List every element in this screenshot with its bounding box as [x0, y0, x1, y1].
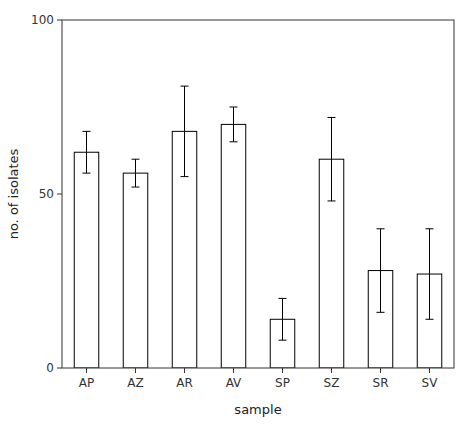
error-bar	[132, 159, 140, 187]
error-cap	[377, 228, 385, 229]
error-cap	[132, 159, 140, 160]
error-line	[135, 159, 136, 187]
error-cap	[328, 200, 336, 201]
y-axis-label: no. of isolates	[6, 148, 21, 239]
x-tick	[184, 368, 185, 373]
error-line	[184, 86, 185, 176]
chart-container: 0 50 100 AP AZ AR AV SP SZ SR SV sample no. of isola…	[0, 0, 474, 426]
y-tick-label: 50	[39, 187, 54, 201]
x-tick-label: SV	[422, 376, 439, 390]
error-cap	[328, 117, 336, 118]
error-line	[282, 298, 283, 340]
error-bar	[377, 229, 385, 313]
x-tick-label: AP	[79, 376, 94, 390]
y-tick-label: 100	[31, 13, 54, 27]
error-cap	[132, 187, 140, 188]
error-line	[331, 117, 332, 201]
error-bar	[279, 298, 287, 340]
plot-frame	[62, 20, 454, 368]
error-cap	[377, 312, 385, 313]
y-tick	[57, 194, 62, 195]
bar	[221, 124, 246, 368]
x-tick	[233, 368, 234, 373]
bar	[74, 152, 99, 368]
chart-svg: 0 50 100 AP AZ AR AV SP SZ SR SV sample no. of isola…	[0, 0, 474, 426]
y-tick	[57, 20, 62, 21]
error-cap	[279, 298, 287, 299]
error-bar	[328, 117, 336, 201]
x-tick-label: AR	[176, 376, 193, 390]
error-cap	[230, 141, 238, 142]
x-tick	[429, 368, 430, 373]
y-tick	[57, 368, 62, 369]
bar	[123, 173, 148, 368]
error-bar	[426, 229, 434, 319]
x-tick-label: AZ	[127, 376, 143, 390]
error-bar	[83, 131, 91, 173]
error-cap	[230, 107, 238, 108]
error-cap	[83, 131, 91, 132]
error-line	[86, 131, 87, 173]
error-line	[233, 107, 234, 142]
error-cap	[83, 173, 91, 174]
error-line	[429, 229, 430, 319]
error-cap	[181, 86, 189, 87]
x-tick	[282, 368, 283, 373]
x-tick-label: SZ	[324, 376, 340, 390]
x-tick	[380, 368, 381, 373]
error-cap	[426, 319, 434, 320]
plot-area	[74, 86, 442, 368]
x-tick	[135, 368, 136, 373]
error-bar	[230, 107, 238, 142]
x-tick-label: SR	[373, 376, 389, 390]
x-tick-label: SP	[275, 376, 290, 390]
x-tick	[331, 368, 332, 373]
error-cap	[279, 340, 287, 341]
y-tick-label: 0	[46, 361, 54, 375]
error-line	[380, 229, 381, 313]
error-cap	[181, 176, 189, 177]
error-cap	[426, 228, 434, 229]
x-tick-label: AV	[226, 376, 242, 390]
x-tick	[86, 368, 87, 373]
x-axis-label: sample	[234, 402, 281, 417]
error-bar	[181, 86, 189, 176]
